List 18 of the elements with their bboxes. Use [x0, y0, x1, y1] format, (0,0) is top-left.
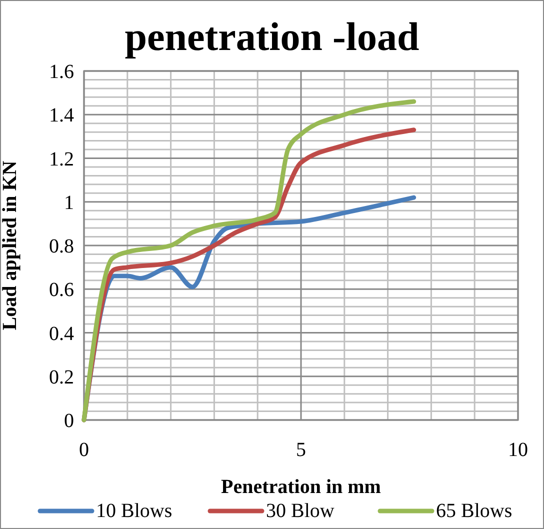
y-tick-label: 1.2 [49, 148, 74, 170]
y-tick-label: 1.6 [49, 61, 74, 83]
x-tick-label: 0 [79, 439, 89, 461]
y-tick-label: 1 [64, 192, 74, 214]
y-tick-label: 0.4 [49, 322, 74, 345]
x-tick-label: 10 [508, 439, 528, 461]
legend-label: 65 Blows [436, 500, 512, 522]
y-tick-label: 0.2 [49, 366, 74, 388]
y-tick-label: 0.8 [49, 236, 74, 258]
y-tick-label: 0.6 [49, 279, 74, 302]
legend-label: 10 Blows [96, 500, 172, 522]
legend-label: 30 Blow [266, 500, 335, 522]
y-tick-label: 1.4 [49, 104, 74, 127]
y-tick-label: 0 [64, 410, 74, 432]
y-axis-title: Load applied in KN [0, 160, 21, 330]
x-tick-label: 5 [296, 439, 306, 461]
x-axis-title: Penetration in mm [221, 476, 382, 498]
chart-title: penetration -load [124, 14, 420, 59]
